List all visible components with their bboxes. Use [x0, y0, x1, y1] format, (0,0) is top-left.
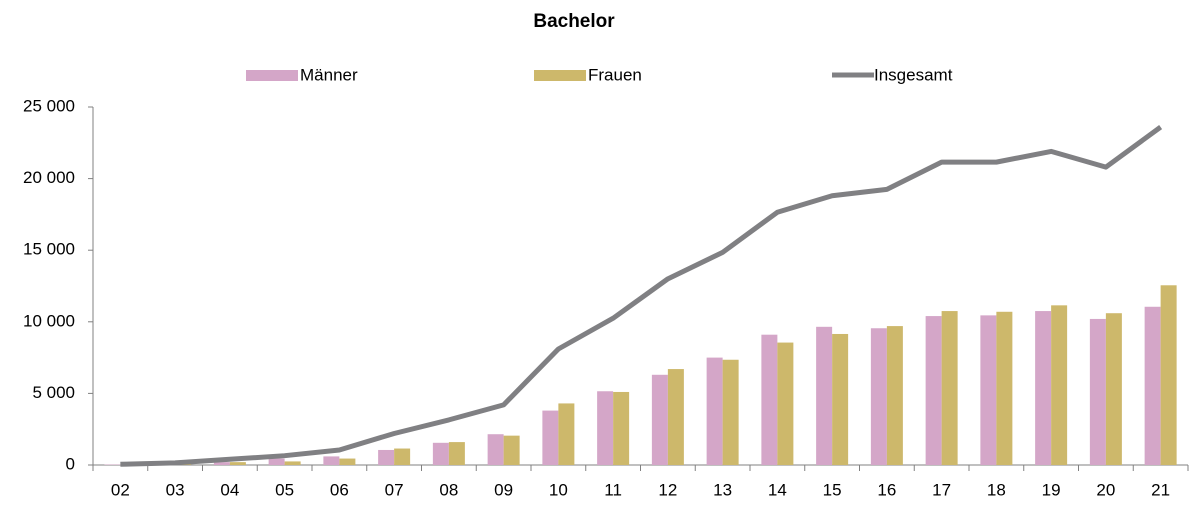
y-tick-label: 25 000 — [23, 96, 75, 115]
x-tick-label: 12 — [658, 480, 677, 499]
bar — [652, 375, 668, 465]
bar — [887, 326, 903, 465]
bar — [1090, 319, 1106, 465]
x-tick-label: 20 — [1096, 480, 1115, 499]
bar — [980, 315, 996, 465]
chart-title: Bachelor — [533, 11, 615, 32]
y-tick-label: 5 000 — [32, 383, 75, 402]
y-tick-label: 15 000 — [23, 240, 75, 259]
x-tick-label: 09 — [494, 480, 513, 499]
y-tick-label: 20 000 — [23, 168, 75, 187]
bar — [394, 449, 410, 465]
bar — [323, 456, 339, 465]
y-tick-label: 0 — [66, 454, 75, 473]
x-tick-label: 05 — [275, 480, 294, 499]
bar — [488, 434, 504, 465]
bar — [597, 391, 613, 465]
x-tick-label: 13 — [713, 480, 732, 499]
bar — [504, 436, 520, 465]
bar — [1161, 285, 1177, 465]
bar — [777, 343, 793, 465]
bar — [707, 358, 723, 465]
x-tick-label: 08 — [439, 480, 458, 499]
x-tick-label: 18 — [987, 480, 1006, 499]
y-tick-label: 10 000 — [23, 311, 75, 330]
bar — [378, 450, 394, 465]
bar — [871, 328, 887, 465]
bar — [613, 392, 629, 465]
bar — [1106, 313, 1122, 465]
x-tick-label: 21 — [1151, 480, 1170, 499]
legend-label: Frauen — [588, 65, 642, 84]
legend-swatch — [534, 70, 586, 81]
x-tick-label: 17 — [932, 480, 951, 499]
bar — [761, 335, 777, 465]
x-tick-label: 19 — [1042, 480, 1061, 499]
bar — [926, 316, 942, 465]
bar — [668, 369, 684, 465]
bar — [269, 459, 285, 465]
bar — [433, 443, 449, 465]
bar — [816, 327, 832, 465]
bar — [339, 459, 355, 465]
x-tick-label: 04 — [220, 480, 239, 499]
bar — [230, 462, 246, 465]
bar — [542, 411, 558, 465]
x-tick-label: 15 — [823, 480, 842, 499]
x-tick-label: 06 — [330, 480, 349, 499]
bar — [1035, 311, 1051, 465]
bar — [832, 334, 848, 465]
x-tick-label: 10 — [549, 480, 568, 499]
x-tick-label: 07 — [385, 480, 404, 499]
bar — [1051, 305, 1067, 465]
x-tick-label: 16 — [877, 480, 896, 499]
bar — [996, 312, 1012, 465]
legend-label: Insgesamt — [874, 65, 953, 84]
x-tick-label: 11 — [604, 480, 622, 499]
x-tick-label: 02 — [111, 480, 130, 499]
bar — [942, 311, 958, 465]
bar — [449, 442, 465, 465]
legend-label: Männer — [300, 65, 358, 84]
x-tick-label: 03 — [166, 480, 185, 499]
bar — [1145, 307, 1161, 465]
bar — [285, 461, 301, 465]
x-tick-label: 14 — [768, 480, 787, 499]
bar — [723, 360, 739, 465]
legend-swatch — [246, 70, 298, 81]
bar — [558, 403, 574, 465]
